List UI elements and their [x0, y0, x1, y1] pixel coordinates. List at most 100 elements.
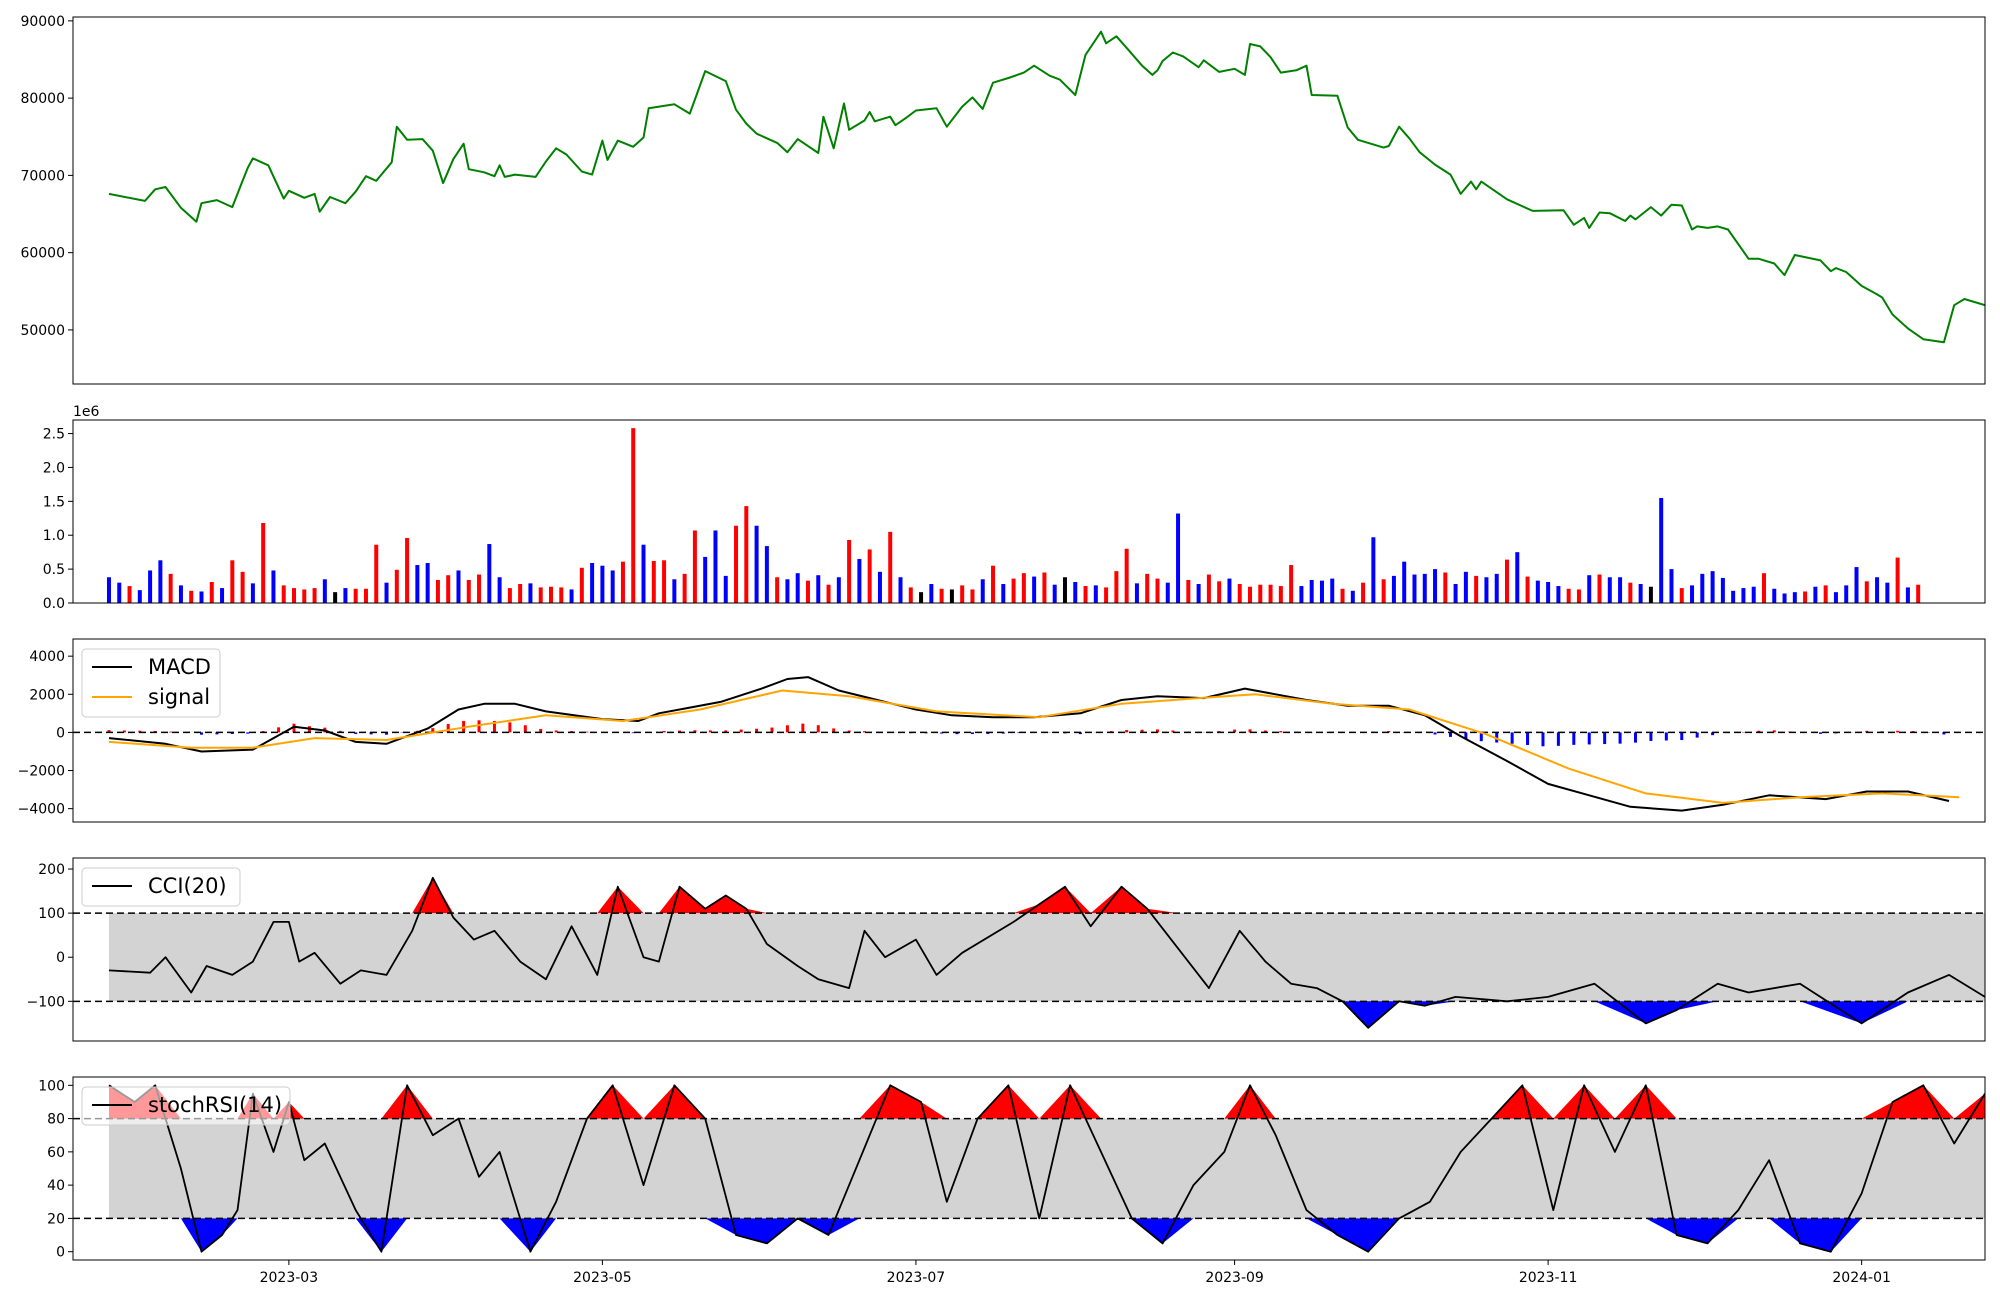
price-panel: 50000 60000 70000 80000 90000: [20, 14, 1986, 385]
volume-bar: [1525, 576, 1530, 603]
volume-bar: [1690, 585, 1695, 603]
macd-plot: −4000 −2000 0 2000 4000: [18, 649, 1985, 818]
volume-panel: 0.0 0.5 1.0 1.5 2.0 2.5 1e6: [43, 404, 1986, 612]
volume-bar: [1268, 584, 1273, 603]
volume-bar: [1463, 571, 1468, 603]
volume-bar: [610, 570, 615, 603]
volume-bar: [240, 571, 245, 603]
volume-ytick-label: 1.5: [43, 494, 65, 510]
volume-bar: [220, 588, 225, 603]
price-ytick-label: 50000: [20, 323, 65, 339]
macd-histogram-bar: [1233, 729, 1237, 733]
stochrsi-plot: 0 20 40 60 80 100 2023-03 2023-05 2023-07 2023-09…: [38, 1078, 1985, 1286]
volume-ytick-label: 1.0: [43, 528, 65, 544]
volume-bar: [1566, 588, 1571, 603]
cci-ytick-label: 100: [38, 906, 65, 922]
macd-line: [108, 676, 1950, 812]
volume-bar: [518, 584, 523, 603]
volume-bar: [1474, 575, 1479, 603]
volume-bar: [1833, 592, 1838, 603]
volume-bar: [1206, 574, 1211, 603]
macd-histogram-bar: [970, 732, 974, 735]
volume-bar: [497, 577, 502, 603]
volume-bar: [538, 587, 543, 603]
stochrsi-legend: stochRSI(14): [81, 1086, 291, 1126]
volume-bar: [1227, 578, 1232, 603]
volume-bar: [816, 575, 821, 603]
volume-bar: [1587, 575, 1592, 603]
volume-bar: [1422, 573, 1427, 603]
volume-bar: [148, 570, 153, 603]
volume-bar: [1104, 587, 1109, 603]
macd-histogram-bar: [1464, 732, 1468, 740]
macd-histogram-bar: [1279, 731, 1283, 733]
volume-bar: [857, 558, 862, 603]
volume-bar: [764, 546, 769, 603]
volume-bar: [1905, 587, 1910, 603]
volume-bar: [1289, 565, 1294, 603]
volume-bar: [1145, 573, 1150, 603]
macd-histogram-bar: [955, 732, 959, 735]
macd-histogram-bar: [1556, 732, 1560, 746]
volume-bar: [908, 587, 913, 603]
macd-histogram-bar: [1942, 732, 1946, 735]
macd-histogram-bar: [1140, 729, 1144, 733]
volume-bar: [1813, 586, 1818, 603]
volume-bar: [1186, 579, 1191, 603]
volume-bar: [466, 579, 471, 603]
volume-bar: [137, 590, 142, 603]
volume-bar: [1741, 588, 1746, 603]
volume-bar: [559, 587, 564, 603]
macd-histogram-bar: [1695, 732, 1699, 738]
volume-bar: [1319, 580, 1324, 603]
price-ytick-label: 80000: [20, 91, 65, 107]
volume-bar: [1381, 579, 1386, 603]
volume-bar: [1679, 588, 1684, 603]
volume-bar: [1217, 581, 1222, 603]
macd-histogram-bar: [277, 727, 281, 733]
volume-bar: [425, 563, 430, 603]
volume-bar: [1032, 576, 1037, 603]
macd-histogram-bar: [1633, 732, 1637, 743]
volume-bar: [507, 588, 512, 603]
stochrsi-band: [108, 1118, 1985, 1219]
volume-bar: [487, 544, 492, 603]
cci-legend: CCI(20): [81, 867, 241, 907]
stochrsi-line: [108, 1084, 1985, 1253]
volume-bar: [333, 592, 338, 603]
volume-bar: [1700, 573, 1705, 603]
volume-bar: [590, 563, 595, 603]
macd-histogram-bar: [847, 730, 851, 733]
macd-histogram-bar: [138, 730, 142, 733]
volume-bar: [826, 584, 831, 603]
date-tick-label: 2023-03: [260, 1270, 319, 1286]
volume-bar: [1001, 584, 1006, 603]
volume-bar: [549, 586, 553, 603]
volume-bar: [209, 581, 214, 603]
volume-bar: [1062, 577, 1067, 603]
date-tick-label: 2023-09: [1205, 1270, 1264, 1286]
volume-bar: [991, 565, 996, 603]
macd-histogram-bar: [1263, 730, 1267, 733]
stochrsi-ytick-label: 100: [38, 1078, 65, 1094]
macd-histogram-bar: [677, 730, 681, 733]
volume-bar: [754, 525, 759, 603]
price-ytick-label: 70000: [20, 168, 65, 184]
volume-bar: [1155, 578, 1160, 603]
volume-bar: [1042, 572, 1047, 603]
volume-bar: [1299, 586, 1304, 603]
macd-histogram-bar: [169, 731, 173, 733]
volume-bar: [343, 588, 348, 603]
volume-bar: [1124, 548, 1129, 603]
volume-axes-frame: [72, 419, 1986, 604]
volume-bar: [1576, 589, 1581, 603]
volume-bar: [1350, 590, 1355, 603]
volume-bar: [1278, 586, 1283, 603]
volume-bar: [1391, 575, 1396, 603]
volume-bar: [1823, 585, 1828, 603]
volume-bar: [1772, 588, 1777, 603]
date-tick-label: 2024-01: [1832, 1270, 1891, 1286]
macd-histogram-bar: [477, 720, 481, 733]
macd-legend-label: MACD: [148, 655, 211, 679]
macd-histogram-bar: [215, 732, 219, 735]
